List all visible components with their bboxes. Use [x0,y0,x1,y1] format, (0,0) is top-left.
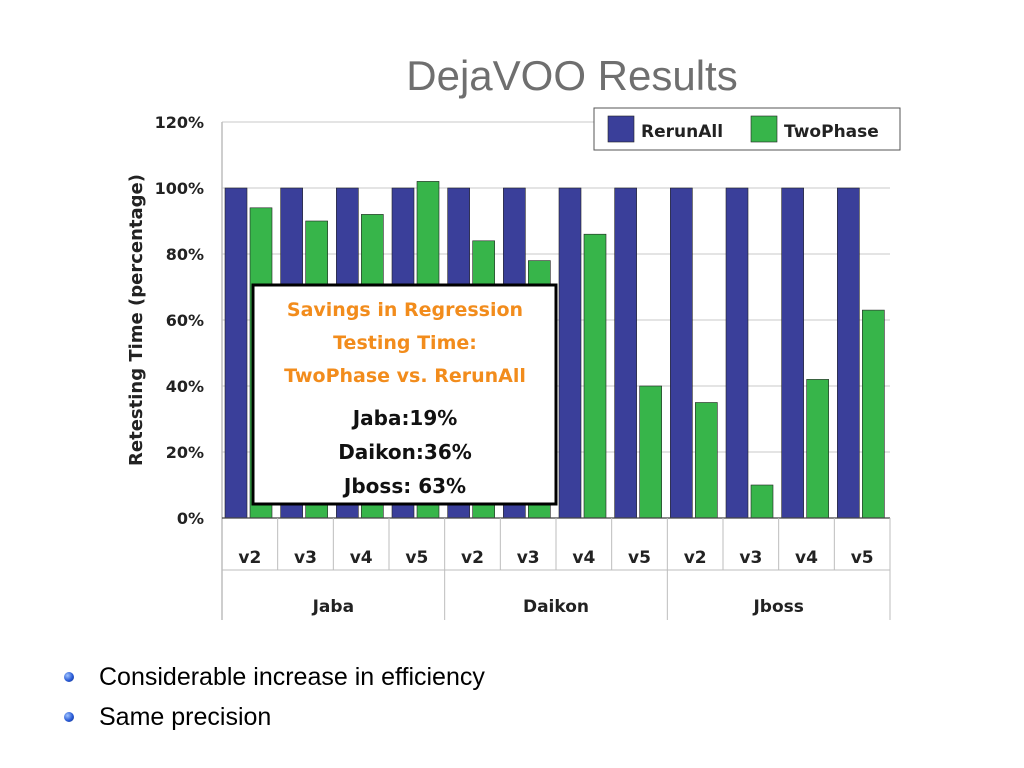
bullet-icon [64,672,74,682]
y-tick-label: 20% [166,443,204,462]
bullet-text: Same precision [99,703,272,731]
y-tick-label: 60% [166,311,204,330]
bar-rerunall [614,187,637,519]
x-tick-label: v4 [572,548,595,568]
legend-swatch-twophase [750,115,778,143]
bar-rerunall [224,187,248,519]
group-label: Jboss [752,597,803,617]
legend-box [593,107,901,151]
bar-twophase [862,309,885,519]
bullet-list: Considerable increase in efficiency Same… [62,660,485,740]
legend-swatch-rerunall [607,115,635,143]
bar-twophase [695,402,718,519]
x-tick-label: v5 [628,548,651,568]
bullet-icon [64,712,74,722]
bullet-item: Considerable increase in efficiency [62,660,485,700]
bar-twophase [639,385,662,519]
bar-rerunall [837,187,860,519]
x-tick-label: v2 [684,548,707,568]
bar-rerunall [558,187,582,519]
legend-label-rerunall: RerunAll [641,122,723,142]
bar-rerunall [781,187,804,519]
group-label: Daikon [523,597,589,617]
y-tick-label: 100% [155,179,204,198]
x-tick-label: v3 [517,548,540,568]
callout-heading: TwoPhase vs. RerunAll [284,365,526,387]
x-tick-label: v3 [739,548,762,568]
group-label: Jaba [312,597,354,617]
x-tick-label: v2 [238,548,261,568]
x-tick-label: v3 [294,548,317,568]
x-tick-label: v4 [795,548,818,568]
savings-callout-box [251,283,558,506]
bar-twophase [750,484,774,519]
callout-savings-line: Jaba:19% [351,406,458,430]
x-tick-label: v4 [350,548,373,568]
slide-title: DejaVOO Results [406,52,738,99]
x-tick-label: v5 [851,548,874,568]
y-tick-label: 80% [166,245,204,264]
callout-savings-line: Jboss: 63% [342,474,466,498]
bar-twophase [806,379,829,519]
bar-twophase [583,233,607,519]
y-tick-label: 120% [155,113,204,132]
bullet-item: Same precision [62,700,485,740]
bar-rerunall [670,187,693,519]
callout-heading: Testing Time: [333,332,477,354]
x-tick-label: v5 [405,548,428,568]
legend-label-twophase: TwoPhase [784,122,879,142]
x-tick-label: v2 [461,548,484,568]
y-tick-label: 0% [177,509,204,528]
bullet-text: Considerable increase in efficiency [99,663,485,691]
y-axis-label: Retesting Time (percentage) [126,174,147,466]
callout-heading: Savings in Regression [287,299,523,321]
bar-rerunall [725,187,749,519]
y-tick-label: 40% [166,377,204,396]
callout-savings-line: Daikon:36% [338,440,472,464]
retesting-time-bar-chart: 0% 20% 40% 60% 80% 100% 120% Retesting Time (pe… [126,107,901,620]
